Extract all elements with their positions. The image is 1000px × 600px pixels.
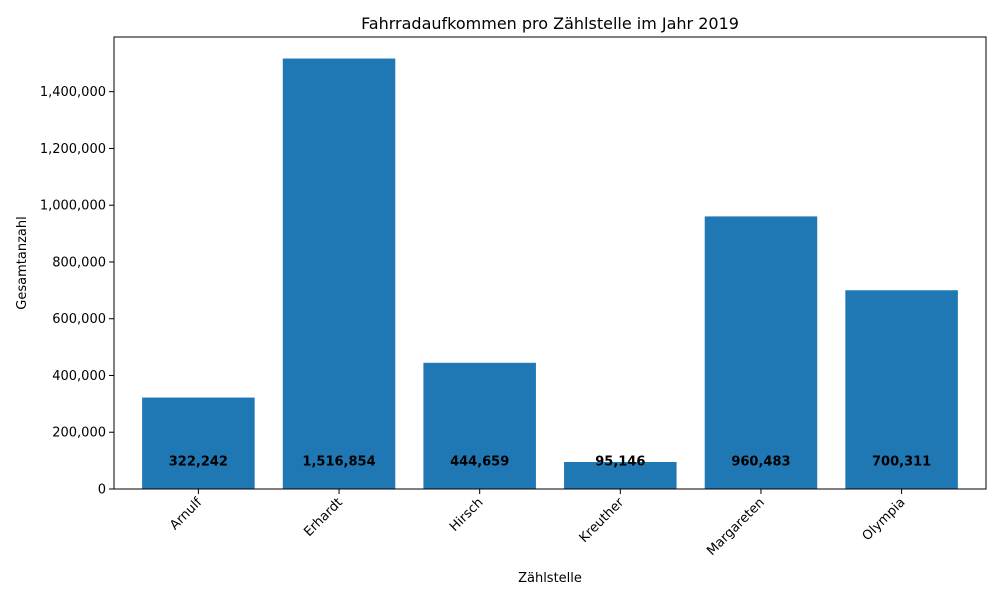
data-label: 700,311 [872, 455, 931, 470]
data-label: 960,483 [731, 455, 790, 470]
bar-hirsch [423, 362, 536, 489]
data-label: 322,242 [169, 455, 228, 470]
x-axis: Arnulf Erhardt Hirsch Kreuther Margareten Oly… [167, 489, 908, 559]
x-axis-label: Zählstelle [518, 571, 582, 586]
bar-margareten [704, 216, 818, 490]
y-axis-label: Gesamtanzahl [15, 216, 30, 309]
chart-title: Fahrradaufkommen pro Zählstelle im Jahr … [361, 14, 739, 33]
x-tick-label: Arnulf [167, 495, 205, 533]
data-label: 444,659 [450, 455, 509, 470]
bars-group [142, 58, 958, 490]
bar-arnulf [142, 397, 255, 489]
x-tick-label: Margareten [704, 495, 768, 559]
y-tick-label: 1,200,000 [40, 142, 106, 157]
data-label: 95,146 [595, 455, 645, 470]
y-tick-label: 0 [98, 483, 106, 498]
data-labels: 322,242 1,516,854 444,659 95,146 960,483 700,… [169, 455, 931, 470]
x-tick-label: Kreuther [577, 495, 628, 546]
x-tick-label: Hirsch [447, 495, 487, 535]
y-tick-label: 800,000 [52, 255, 106, 270]
y-tick-label: 1,000,000 [40, 199, 106, 214]
x-tick-label: Erhardt [301, 495, 346, 540]
data-label: 1,516,854 [302, 455, 375, 470]
bar-olympia [845, 290, 958, 489]
y-axis: 0 200,000 400,000 600,000 800,000 1,000,000 1,… [40, 85, 114, 498]
bar-erhardt [282, 58, 396, 489]
bar-kreuther [564, 461, 677, 489]
y-tick-label: 400,000 [52, 369, 106, 384]
y-tick-label: 600,000 [52, 312, 106, 327]
y-tick-label: 1,400,000 [40, 85, 106, 100]
x-tick-label: Olympia [860, 495, 909, 544]
plot-frame [113, 36, 987, 490]
y-tick-label: 200,000 [52, 426, 106, 441]
